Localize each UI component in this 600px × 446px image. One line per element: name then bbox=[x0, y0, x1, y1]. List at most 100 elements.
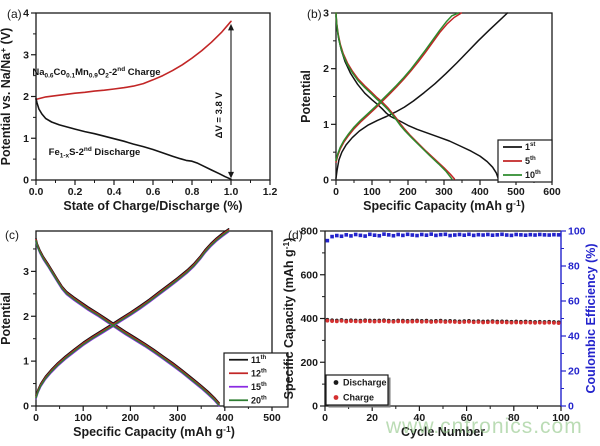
y-tick-label: 4 bbox=[23, 8, 29, 20]
legend-label: 1st bbox=[525, 141, 535, 152]
y-tick-label: 400 bbox=[300, 313, 318, 325]
x-axis-title: Specific Capacity (mAh g-1) bbox=[73, 424, 235, 439]
x-tick-label: 200 bbox=[399, 186, 417, 198]
panel-label: (d) bbox=[288, 228, 303, 242]
legend-label: 20th bbox=[251, 394, 267, 405]
axes: 0 100 200 300 400 500 600 0 1 2 3 bbox=[323, 8, 561, 199]
y-tick-label: 1 bbox=[23, 133, 29, 145]
series-10th-charge bbox=[335, 12, 460, 162]
legend: 11th 12th 15th 20th bbox=[223, 352, 289, 408]
y2-tick-label: 60 bbox=[568, 296, 580, 308]
y-axis-title: Potential bbox=[0, 292, 13, 345]
x-tick-label: 0.4 bbox=[107, 186, 122, 198]
legend-label: Discharge bbox=[343, 378, 387, 388]
panel-label: (b) bbox=[307, 7, 322, 21]
series-20th-charge bbox=[35, 230, 230, 399]
x-axis-title: Cycle Number bbox=[401, 425, 485, 439]
y-tick-label: 0 bbox=[23, 401, 29, 413]
x-tick-label: 0.2 bbox=[68, 186, 83, 198]
legend-label: 15th bbox=[251, 381, 267, 392]
y-tick-label: 0 bbox=[323, 175, 329, 187]
y2-axis-title: Coulombic Efficiency (%) bbox=[584, 243, 598, 393]
panel-b-chart: 0 100 200 300 400 500 600 0 1 2 3 Specific Capacity… bbox=[300, 7, 561, 213]
x-tick-label: 1.0 bbox=[224, 186, 239, 198]
x-axis-title: State of Charge/Discharge (%) bbox=[63, 199, 242, 213]
axes: 0.0 0.2 0.4 0.6 0.8 1.0 1.2 0 1 2 3 4 bbox=[23, 8, 277, 199]
x-tick-label: 300 bbox=[169, 412, 187, 424]
series-10th-discharge bbox=[335, 12, 453, 180]
x-tick-label: 0.8 bbox=[185, 186, 200, 198]
x-tick-label: 0.6 bbox=[146, 186, 161, 198]
legend-label: 11th bbox=[251, 354, 267, 365]
panel-label: (a) bbox=[7, 7, 22, 21]
y2-tick-label: 0 bbox=[568, 401, 574, 413]
legend-label: 12th bbox=[251, 367, 267, 378]
legend-label: 10th bbox=[525, 169, 541, 180]
y2-tick-label: 20 bbox=[568, 366, 580, 378]
y-axis-title: Potential bbox=[300, 70, 313, 123]
series-coulombic-efficiency bbox=[325, 232, 561, 243]
y-tick-label: 600 bbox=[300, 269, 318, 281]
y-axis-title: Specific Capacity (mAh g-1) bbox=[281, 238, 296, 400]
x-tick-label: 400 bbox=[216, 412, 234, 424]
x-tick-label: 40 bbox=[414, 412, 426, 424]
y2-tick-label: 40 bbox=[568, 331, 580, 343]
x-tick-label: 80 bbox=[508, 412, 520, 424]
series-charge bbox=[325, 318, 561, 325]
x-tick-label: 500 bbox=[507, 186, 525, 198]
y-tick-label: 3 bbox=[23, 49, 29, 61]
series-na-0-6-co-0-1-mn-0-9-o-2-2-nd-charge bbox=[35, 20, 232, 101]
y-tick-label: 2 bbox=[23, 311, 29, 323]
panel-c-capacity-voltage-cycles-11-20: 0 100 200 300 400 500 0 1 2 3 Specific Capacity (m… bbox=[0, 223, 300, 446]
x-tick-label: 0 bbox=[333, 186, 339, 198]
panel-d-cycling-performance: 0 20 40 60 80 100 0 200 400 600 800 0 20 40 60 80 100 Cyc… bbox=[280, 223, 600, 446]
panel-a-chart: 0.0 0.2 0.4 0.6 0.8 1.0 1.2 0 1 2 3 4 State of Charg… bbox=[0, 7, 277, 213]
x-tick-label: 400 bbox=[471, 186, 489, 198]
panel-label: (c) bbox=[5, 228, 19, 242]
x-tick-label: 60 bbox=[461, 412, 473, 424]
y-tick-label: 2 bbox=[23, 91, 29, 103]
legend: Discharge Charge bbox=[325, 374, 391, 408]
legend: 1st 5th 10th bbox=[497, 139, 553, 183]
y-tick-label: 1 bbox=[23, 356, 29, 368]
x-axis-title: Specific Capacity (mAh g-1) bbox=[363, 198, 525, 213]
series-5th-charge bbox=[335, 12, 463, 163]
panel-d-chart: 0 20 40 60 80 1000200400600800020406080100Cyc… bbox=[281, 226, 598, 440]
y-axis-title: Potential vs. Na/Na+ (V) bbox=[0, 28, 13, 166]
x-tick-label: 500 bbox=[263, 412, 281, 424]
x-tick-label: 0 bbox=[322, 412, 328, 424]
x-tick-label: 300 bbox=[435, 186, 453, 198]
annotation: Fe1-xS-2nd Discharge bbox=[49, 146, 141, 160]
x-tick-label: 0.0 bbox=[29, 186, 44, 198]
x-tick-label: 100 bbox=[552, 412, 570, 424]
series-20th-discharge bbox=[35, 240, 220, 406]
panel-b-capacity-voltage-cycles-1-10: 0 100 200 300 400 500 600 0 1 2 3 Specific Capacity… bbox=[300, 0, 600, 223]
y2-tick-label: 80 bbox=[568, 261, 580, 273]
y-tick-label: 200 bbox=[300, 357, 318, 369]
y2-tick-label: 100 bbox=[568, 226, 586, 238]
annotation: Na0.6Co0.1Mn0.9O2-2nd Charge bbox=[32, 66, 160, 80]
y-tick-label: 0 bbox=[312, 401, 318, 413]
x-tick-label: 100 bbox=[363, 186, 381, 198]
y-tick-label: 3 bbox=[23, 266, 29, 278]
delta-v-arrow bbox=[228, 23, 234, 179]
x-tick-label: 0 bbox=[33, 412, 39, 424]
series-fe-1-x-s-2-nd-discharge bbox=[35, 97, 232, 180]
y-tick-label: 3 bbox=[323, 8, 329, 20]
annotation: ΔV = 3.8 V bbox=[214, 92, 225, 139]
y-tick-label: 2 bbox=[323, 63, 329, 75]
axes: 0 100 200 300 400 500 0 1 2 3 bbox=[23, 230, 281, 424]
y-tick-label: 800 bbox=[300, 226, 318, 238]
panel-a-charge-discharge-profile: 0.0 0.2 0.4 0.6 0.8 1.0 1.2 0 1 2 3 4 State of Charg… bbox=[0, 0, 300, 223]
series-1st-charge bbox=[335, 12, 509, 180]
x-tick-label: 600 bbox=[543, 186, 561, 198]
y-tick-label: 1 bbox=[323, 119, 329, 131]
x-tick-label: 200 bbox=[122, 412, 140, 424]
y-tick-label: 0 bbox=[23, 175, 29, 187]
legend-label: 5th bbox=[525, 155, 536, 166]
x-tick-label: 20 bbox=[366, 412, 378, 424]
x-tick-label: 100 bbox=[74, 412, 92, 424]
legend-label: Charge bbox=[343, 393, 374, 403]
